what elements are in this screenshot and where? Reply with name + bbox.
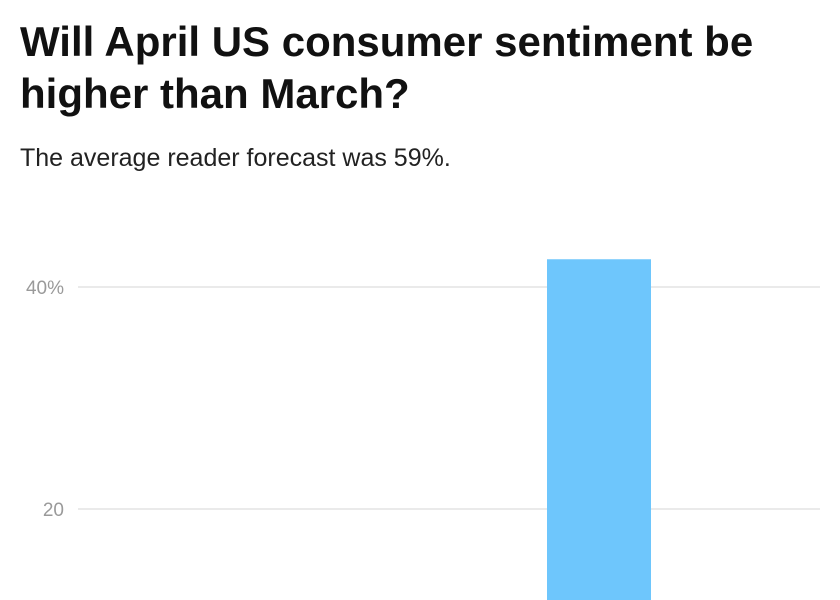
y-axis: 20 40% xyxy=(26,278,64,521)
chart-title: Will April US consumer sentiment be high… xyxy=(20,18,754,117)
bar-4 xyxy=(547,259,651,600)
chart-subtitle: The average reader forecast was 59%. xyxy=(20,144,451,172)
bars xyxy=(547,259,651,600)
y-tick-label-40: 40% xyxy=(26,278,64,299)
y-tick-label-20: 20 xyxy=(43,500,64,521)
gridlines xyxy=(78,286,820,510)
